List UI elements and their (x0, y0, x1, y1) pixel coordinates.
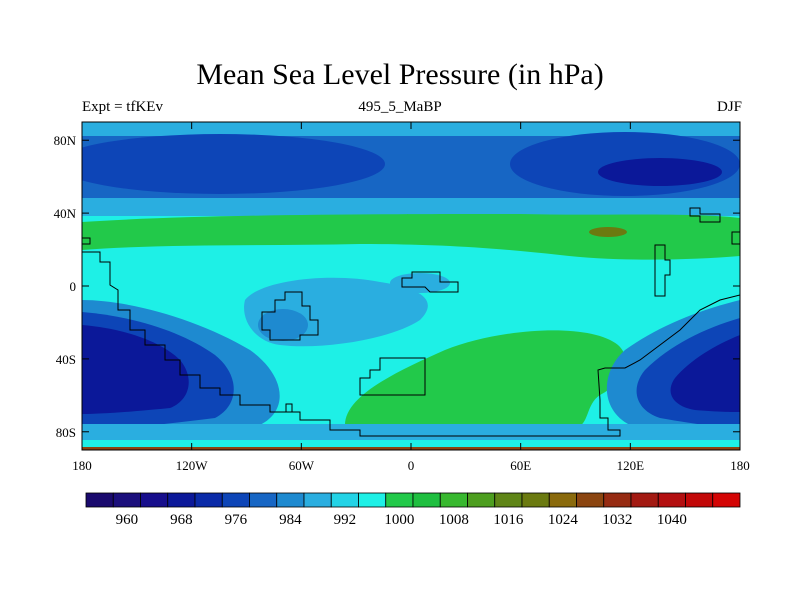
colorbar-swatch (712, 492, 741, 508)
lat-tick-label: 80N (54, 133, 77, 148)
latitude-axis: 80N 40N 0 40S 80S (54, 133, 740, 440)
field-north-edge (82, 198, 740, 216)
field-south-high (345, 330, 626, 428)
colorbar-swatch (303, 492, 332, 508)
colorbar-label: 1040 (657, 512, 687, 528)
colorbar-label: 1008 (439, 512, 469, 528)
colorbar-swatch (467, 492, 496, 508)
colorbar-swatch (685, 492, 714, 508)
lon-tick-label: 180 (72, 458, 92, 473)
lon-tick-label: 120W (176, 458, 209, 473)
colorbar-label: 984 (279, 512, 302, 528)
colorbar-swatch (576, 492, 605, 508)
field-antarctic-band (82, 424, 740, 440)
colorbar-swatch (221, 492, 250, 508)
experiment-label: Expt = tfKEv (82, 99, 163, 115)
colorbar-swatch (85, 492, 114, 508)
colorbar-label: 1032 (602, 512, 632, 528)
lon-tick-label: 60E (510, 458, 531, 473)
longitude-axis: 180 120W 60W 0 60E 120E 180 (72, 122, 750, 473)
colorbar-swatch (112, 492, 141, 508)
colorbar-swatch (521, 492, 550, 508)
colorbar-label: 1024 (548, 512, 579, 528)
period-label: 495_5_MaBP (358, 99, 442, 115)
colorbar-swatch (548, 492, 577, 508)
colorbar-swatch (657, 492, 686, 508)
coastlines (82, 207, 740, 437)
colorbar-label: 960 (116, 512, 139, 528)
lon-tick-label: 180 (730, 458, 750, 473)
coastline-west-edge (82, 237, 91, 245)
field-central-asia-high (589, 227, 627, 237)
colorbar-swatch (412, 492, 441, 508)
colorbar-label: 992 (334, 512, 357, 528)
colorbar-swatch (603, 492, 632, 508)
contour-fill (82, 122, 740, 450)
lat-tick-label: 40N (54, 206, 77, 221)
lon-tick-label: 0 (408, 458, 415, 473)
lat-tick-label: 80S (56, 425, 76, 440)
coastline-japan (689, 207, 721, 223)
colorbar-label: 976 (225, 512, 248, 528)
field-subtropical-high-belt (82, 214, 740, 260)
field-south-indian-low-core (670, 335, 740, 412)
colorbar-swatch (385, 492, 414, 508)
coastline-south-america (261, 291, 319, 341)
coastline-asia-east (654, 244, 671, 297)
field-atlantic-trough (390, 273, 450, 293)
coastline-island (285, 403, 293, 413)
field-north-eurasia-core (598, 158, 722, 186)
colorbar-swatch (167, 492, 196, 508)
lat-tick-label: 0 (70, 279, 77, 294)
coastline-southern (82, 251, 740, 437)
colorbar-swatch (330, 492, 359, 508)
colorbar-swatch (358, 492, 387, 508)
colorbar-label: 1016 (493, 512, 524, 528)
colorbar-label: 1000 (384, 512, 414, 528)
colorbar-swatch (194, 492, 223, 508)
colorbar-swatch (630, 492, 659, 508)
lon-tick-label: 120E (617, 458, 645, 473)
coastline-africa-south (359, 357, 426, 396)
colorbar-label: 968 (170, 512, 193, 528)
lon-tick-label: 60W (289, 458, 315, 473)
colorbar-swatch (140, 492, 169, 508)
chart-title: Mean Sea Level Pressure (in hPa) (196, 58, 604, 91)
colorbar-swatch (276, 492, 305, 508)
colorbar-swatch (494, 492, 523, 508)
field-south-pacific-low-core (82, 325, 189, 414)
field-north-pacific-low (82, 134, 385, 194)
lat-tick-label: 40S (56, 352, 76, 367)
colorbar: 960 968 976 984 992 1000 1008 1016 1024 1032 1040 (85, 492, 741, 528)
colorbar-swatch (439, 492, 468, 508)
colorbar-swatch (249, 492, 278, 508)
coastline-west-africa (401, 271, 459, 293)
season-label: DJF (716, 99, 742, 115)
coastline-east-edge (731, 231, 740, 245)
